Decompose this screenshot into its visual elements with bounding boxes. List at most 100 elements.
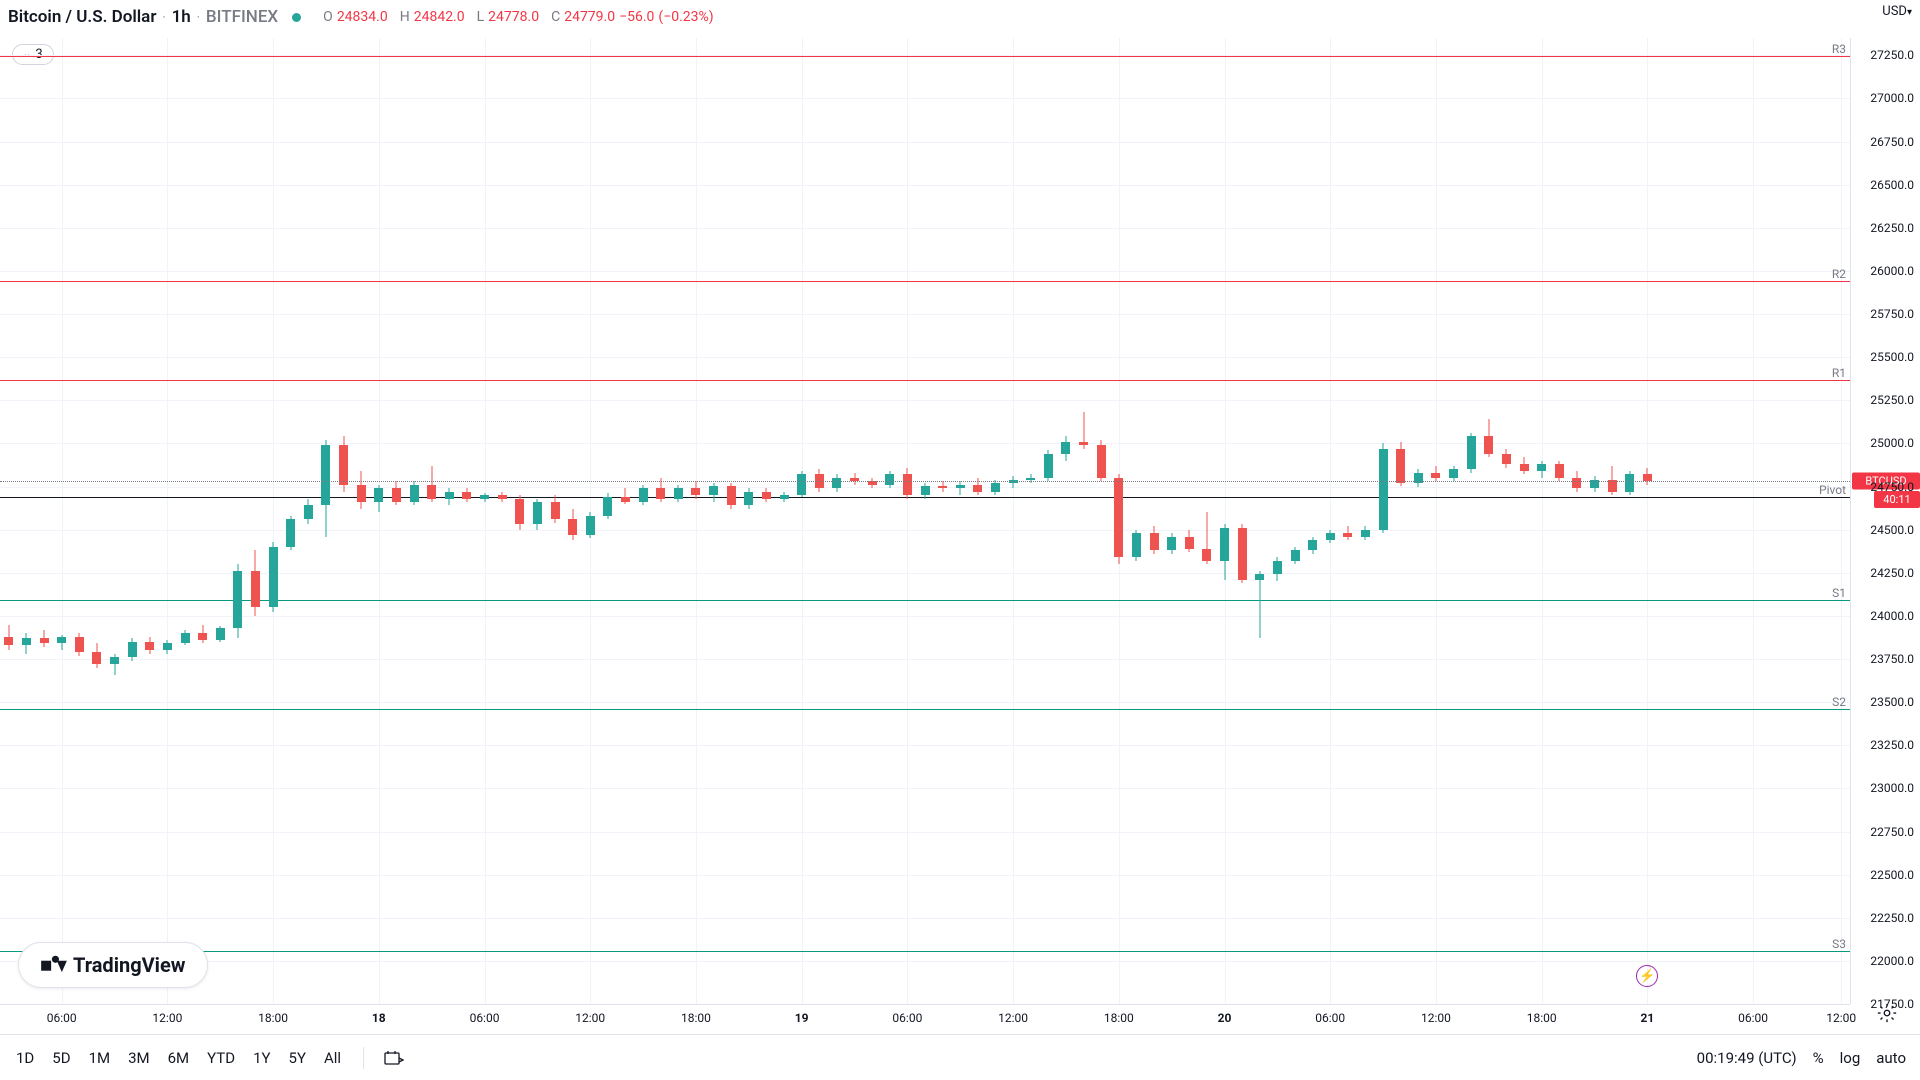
candle[interactable] (849, 473, 860, 485)
candle[interactable] (1413, 469, 1424, 486)
candle[interactable] (144, 637, 155, 654)
candle[interactable] (620, 488, 631, 504)
candle[interactable] (1060, 436, 1071, 460)
candle[interactable] (391, 481, 402, 505)
candle[interactable] (673, 485, 684, 502)
candle[interactable] (1325, 530, 1336, 544)
candle[interactable] (532, 499, 543, 530)
candle[interactable] (796, 471, 807, 497)
candle[interactable] (3, 625, 14, 651)
candle[interactable] (39, 630, 50, 647)
candle[interactable] (74, 633, 85, 655)
candle[interactable] (356, 471, 367, 509)
candle[interactable] (1131, 530, 1142, 561)
candle[interactable] (567, 509, 578, 540)
candle[interactable] (1254, 571, 1265, 638)
candle[interactable] (303, 499, 314, 525)
pivot-line-s2[interactable] (0, 709, 1850, 710)
candle[interactable] (1307, 537, 1318, 554)
timeframe-5y[interactable]: 5Y (287, 1045, 308, 1071)
candle[interactable] (56, 635, 67, 651)
candle[interactable] (1237, 524, 1248, 583)
candle[interactable] (1043, 450, 1054, 481)
timeframe-5d[interactable]: 5D (50, 1045, 72, 1071)
pivot-line-r3[interactable] (0, 56, 1850, 57)
candle[interactable] (162, 640, 173, 654)
timeframe-6m[interactable]: 6M (166, 1045, 192, 1071)
currency-selector[interactable]: USD▾ (1882, 4, 1912, 19)
pivot-line-r2[interactable] (0, 281, 1850, 282)
candle[interactable] (1466, 433, 1477, 473)
candle[interactable] (1554, 461, 1565, 482)
axis-settings-icon[interactable] (1876, 1002, 1898, 1024)
candle[interactable] (197, 625, 208, 644)
candle[interactable] (1290, 547, 1301, 564)
tradingview-logo[interactable]: TradingView (18, 942, 208, 988)
timeframe-all[interactable]: All (322, 1045, 343, 1071)
timeframe-1m[interactable]: 1M (87, 1045, 113, 1071)
candle[interactable] (320, 440, 331, 537)
candle[interactable] (1113, 474, 1124, 564)
clock-label[interactable]: 00:19:49 (UTC) (1697, 1049, 1797, 1067)
candle[interactable] (250, 550, 261, 616)
percent-toggle[interactable]: % (1813, 1049, 1824, 1067)
candle[interactable] (1607, 466, 1618, 495)
candle[interactable] (884, 471, 895, 488)
goto-date-icon[interactable] (384, 1048, 404, 1068)
candle[interactable] (550, 495, 561, 523)
candle[interactable] (955, 481, 966, 495)
candle[interactable] (409, 481, 420, 505)
candle[interactable] (1483, 419, 1494, 457)
candle[interactable] (867, 478, 878, 488)
candle[interactable] (1589, 476, 1600, 492)
candle[interactable] (479, 493, 490, 502)
candle[interactable] (1149, 526, 1160, 554)
candle[interactable] (779, 492, 790, 502)
candle[interactable] (902, 468, 913, 499)
candle[interactable] (1166, 533, 1177, 554)
candle[interactable] (937, 481, 948, 491)
candle[interactable] (1624, 471, 1635, 495)
timeframe-3m[interactable]: 3M (126, 1045, 152, 1071)
candle[interactable] (497, 492, 508, 502)
candle[interactable] (21, 633, 32, 654)
log-toggle[interactable]: log (1840, 1049, 1861, 1067)
candle[interactable] (1078, 412, 1089, 448)
candle[interactable] (761, 488, 772, 502)
candle[interactable] (1272, 557, 1283, 581)
candle[interactable] (338, 436, 349, 491)
timeframe-ytd[interactable]: YTD (205, 1045, 237, 1071)
candle[interactable] (726, 483, 737, 509)
candle[interactable] (1378, 443, 1389, 533)
price-chart[interactable]: R3R2R1PivotS1S2S3BTCUSD40:11⚡ (0, 38, 1850, 1004)
candle[interactable] (1096, 440, 1107, 481)
candle[interactable] (585, 512, 596, 538)
pivot-line-r1[interactable] (0, 380, 1850, 381)
candle[interactable] (1430, 466, 1441, 482)
candle[interactable] (708, 483, 719, 502)
timeframe-1d[interactable]: 1D (14, 1045, 36, 1071)
candle[interactable] (1519, 457, 1530, 474)
candle[interactable] (426, 466, 437, 502)
time-axis[interactable]: 06:0012:0018:001806:0012:0018:001906:001… (0, 1004, 1850, 1034)
candle[interactable] (1395, 442, 1406, 487)
candle[interactable] (920, 483, 931, 499)
candle[interactable] (232, 564, 243, 638)
candle[interactable] (690, 481, 701, 498)
candle[interactable] (127, 638, 138, 660)
interval-label[interactable]: 1h (172, 7, 191, 27)
candle[interactable] (1501, 449, 1512, 468)
candle[interactable] (444, 488, 455, 505)
candle[interactable] (1536, 461, 1547, 478)
pivot-line-s3[interactable] (0, 951, 1850, 952)
candle[interactable] (972, 478, 983, 495)
timeframe-1y[interactable]: 1Y (251, 1045, 272, 1071)
candle[interactable] (180, 630, 191, 646)
candle[interactable] (268, 542, 279, 613)
candle[interactable] (1219, 524, 1230, 579)
candle[interactable] (109, 654, 120, 675)
candle[interactable] (514, 495, 525, 530)
auto-toggle[interactable]: auto (1876, 1049, 1906, 1067)
candle[interactable] (638, 485, 649, 506)
candle[interactable] (91, 643, 102, 667)
